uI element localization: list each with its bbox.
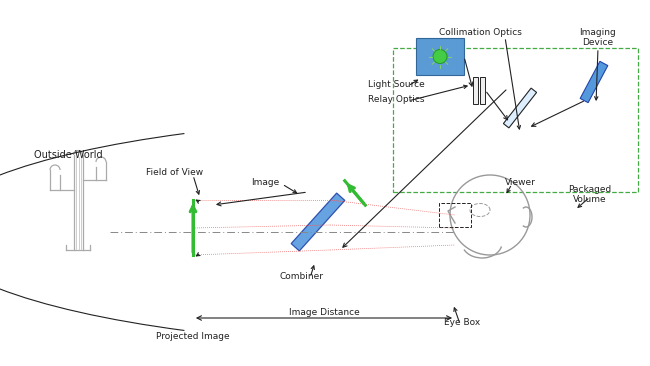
Polygon shape [580, 61, 608, 102]
Text: Relay Optics: Relay Optics [368, 95, 424, 104]
Text: Eye Box: Eye Box [444, 318, 480, 327]
Bar [393, 48, 638, 192]
Text: Projected Image: Projected Image [156, 332, 230, 341]
Text: Imaging
Device: Imaging Device [580, 28, 616, 48]
Text: Packaged
Volume: Packaged Volume [568, 185, 612, 204]
Text: Field of View: Field of View [146, 168, 203, 177]
Text: Collimation Optics: Collimation Optics [439, 28, 521, 37]
Text: Viewer: Viewer [505, 178, 536, 187]
Text: Image Distance: Image Distance [289, 308, 359, 317]
Text: Image: Image [251, 178, 279, 187]
Polygon shape [503, 88, 537, 128]
Polygon shape [291, 193, 345, 251]
Text: Combiner: Combiner [280, 272, 324, 281]
Bar [473, 76, 478, 104]
Bar [439, 203, 471, 227]
Text: Outside World: Outside World [34, 150, 102, 160]
Bar [416, 38, 464, 75]
Bar [480, 76, 485, 104]
Circle shape [433, 49, 447, 63]
Text: Light Source: Light Source [368, 80, 424, 89]
